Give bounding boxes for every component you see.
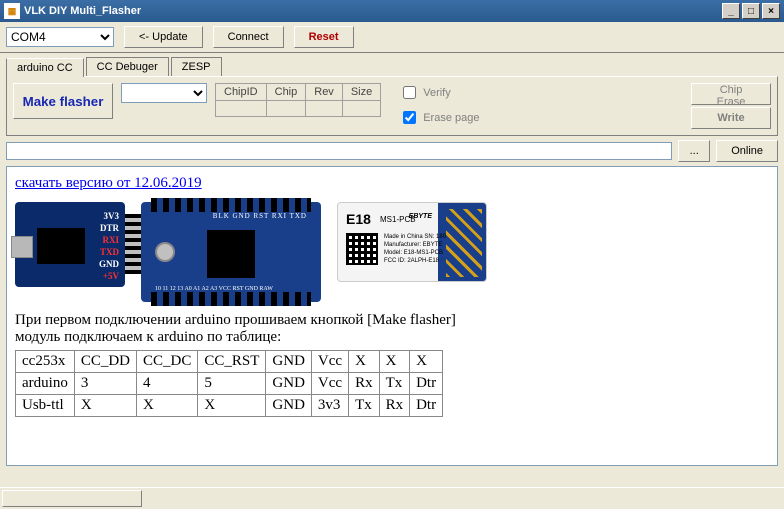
path-bar: ... Online (6, 140, 778, 162)
status-cell (2, 490, 142, 507)
download-link[interactable]: скачать версию от 12.06.2019 (15, 175, 202, 191)
col-rev: Rev (306, 84, 343, 101)
content-area[interactable]: скачать версию от 12.06.2019 3V3 DTR RXI… (6, 166, 778, 466)
tab-zesp[interactable]: ZESP (171, 57, 222, 76)
tab-arduino-cc[interactable]: arduino CC (6, 58, 84, 77)
com-port-select[interactable]: COM4 (6, 27, 114, 47)
col-chip: Chip (266, 84, 306, 101)
reset-button[interactable]: Reset (294, 26, 354, 48)
close-button[interactable]: × (762, 3, 780, 19)
table-row: cc253xCC_DDCC_DCCC_RSTGNDVccXXX (16, 351, 443, 373)
toolbar: COM4 <- Update Connect Reset (0, 22, 784, 53)
wiring-table: cc253xCC_DDCC_DCCC_RSTGNDVccXXXarduino34… (15, 350, 443, 417)
col-chipid: ChipID (216, 84, 267, 101)
table-row: Usb-ttlXXXGND3v3TxRxDtr (16, 395, 443, 417)
erase-page-checkbox-label[interactable]: Erase page (399, 108, 479, 127)
path-input[interactable] (6, 142, 672, 160)
instruction-line-1: При первом подключении arduino прошиваем… (15, 312, 769, 329)
maximize-button[interactable]: □ (742, 3, 760, 19)
tab-cc-debuger[interactable]: CC Debuger (86, 57, 169, 76)
browse-button[interactable]: ... (678, 140, 710, 162)
usb-ttl-board-image: 3V3 DTR RXI TXD GND +5V (15, 202, 125, 287)
connect-button[interactable]: Connect (213, 26, 284, 48)
make-flasher-button[interactable]: Make flasher (13, 83, 113, 119)
tab-panel: Make flasher ChipID Chip Rev Size Verify… (6, 76, 778, 136)
table-row: arduino345GNDVccRxTxDtr (16, 373, 443, 395)
statusbar (0, 487, 784, 509)
update-button[interactable]: <- Update (124, 26, 203, 48)
window-title: VLK DIY Multi_Flasher (24, 5, 141, 17)
verify-checkbox[interactable] (403, 86, 416, 99)
tabstrip: arduino CC CC Debuger ZESP (0, 53, 784, 76)
write-button[interactable]: Write (691, 107, 771, 129)
titlebar: ▦ VLK DIY Multi_Flasher _ □ × (0, 0, 784, 22)
chip-erase-button[interactable]: Chip Erase (691, 83, 771, 105)
col-size: Size (342, 84, 380, 101)
chip-info-table: ChipID Chip Rev Size (215, 83, 381, 117)
erase-page-checkbox[interactable] (403, 111, 416, 124)
minimize-button[interactable]: _ (722, 3, 740, 19)
online-button[interactable]: Online (716, 140, 778, 162)
arduino-board-image: BLK GND RST RXI TXD 10 11 12 13 A0 A1 A2… (141, 202, 321, 302)
verify-checkbox-label[interactable]: Verify (399, 83, 479, 102)
app-icon: ▦ (4, 3, 20, 19)
instruction-line-2: модуль подключаем к arduino по таблице: (15, 329, 769, 346)
e18-module-image: E18 MS1-PCB EBYTE Made in China SN: 1803… (337, 202, 487, 282)
device-select[interactable] (121, 83, 207, 103)
